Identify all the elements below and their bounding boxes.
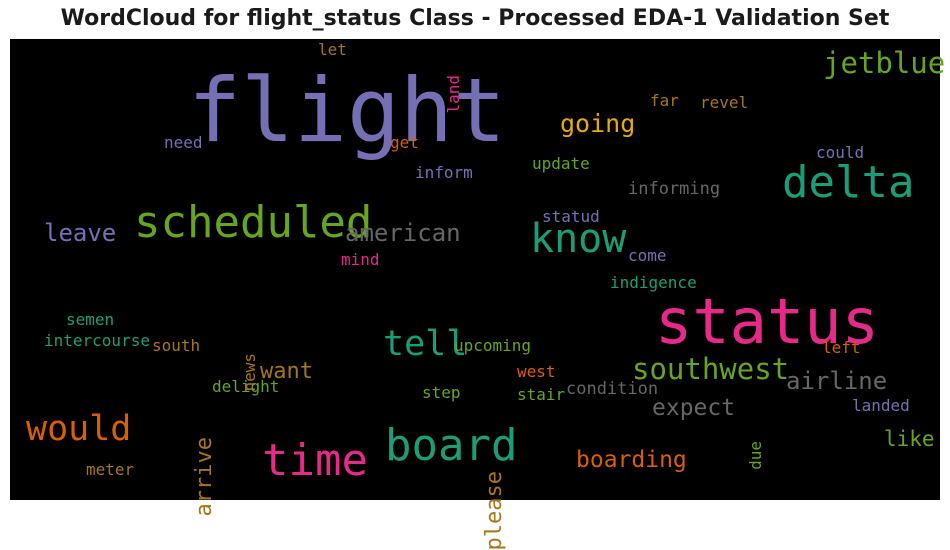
wordcloud-canvas: flight status board delta scheduled time know t… (10, 39, 945, 550)
word-mind: mind (341, 250, 380, 269)
word-arrive: arrive (192, 437, 217, 517)
word-could: could (816, 143, 865, 162)
word-boarding: boarding (576, 447, 687, 473)
word-let: let (318, 40, 347, 59)
word-indigence: indigence (610, 273, 697, 292)
word-news: news (240, 353, 259, 392)
word-get: get (390, 133, 419, 152)
word-landed: landed (852, 396, 910, 415)
word-due: due (746, 441, 765, 470)
word-step: step (422, 383, 461, 402)
word-west: west (517, 362, 556, 381)
word-leave: leave (44, 219, 117, 247)
word-south: south (152, 336, 201, 355)
word-would: would (26, 409, 132, 449)
word-inform: inform (415, 163, 473, 182)
word-come: come (628, 246, 667, 265)
word-delight: delight (212, 377, 280, 396)
word-revel: revel (700, 93, 749, 112)
word-land: land (444, 75, 463, 114)
word-airline: airline (786, 367, 888, 395)
word-update: update (532, 154, 590, 173)
word-upcoming: upcoming (454, 336, 532, 355)
word-expect: expect (652, 395, 736, 421)
word-board: board (385, 420, 518, 471)
word-informing: informing (628, 179, 721, 199)
word-left: left (822, 338, 861, 357)
word-want: want (260, 359, 313, 384)
word-know: know (530, 216, 627, 262)
word-going: going (560, 109, 636, 138)
chart-title: WordCloud for flight_status Class - Proc… (60, 6, 890, 31)
word-far: far (650, 91, 679, 110)
word-southwest: southwest (632, 352, 790, 386)
word-scheduled: scheduled (134, 197, 373, 248)
word-american: american (345, 219, 461, 247)
word-stair: stair (517, 385, 566, 404)
word-like: like (884, 427, 935, 451)
word-intercourse: intercourse (44, 331, 150, 350)
word-semen: semen (66, 310, 115, 329)
word-tell: tell (383, 324, 468, 364)
word-status: status (655, 285, 879, 358)
word-flight: flight (188, 59, 506, 162)
word-jetblue: jetblue (823, 46, 946, 80)
word-meter: meter (86, 460, 135, 479)
word-statud: statud (542, 207, 600, 226)
word-time: time (262, 435, 368, 486)
word-need: need (164, 133, 203, 152)
word-condition: condition (566, 379, 659, 399)
word-delta: delta (782, 157, 915, 208)
